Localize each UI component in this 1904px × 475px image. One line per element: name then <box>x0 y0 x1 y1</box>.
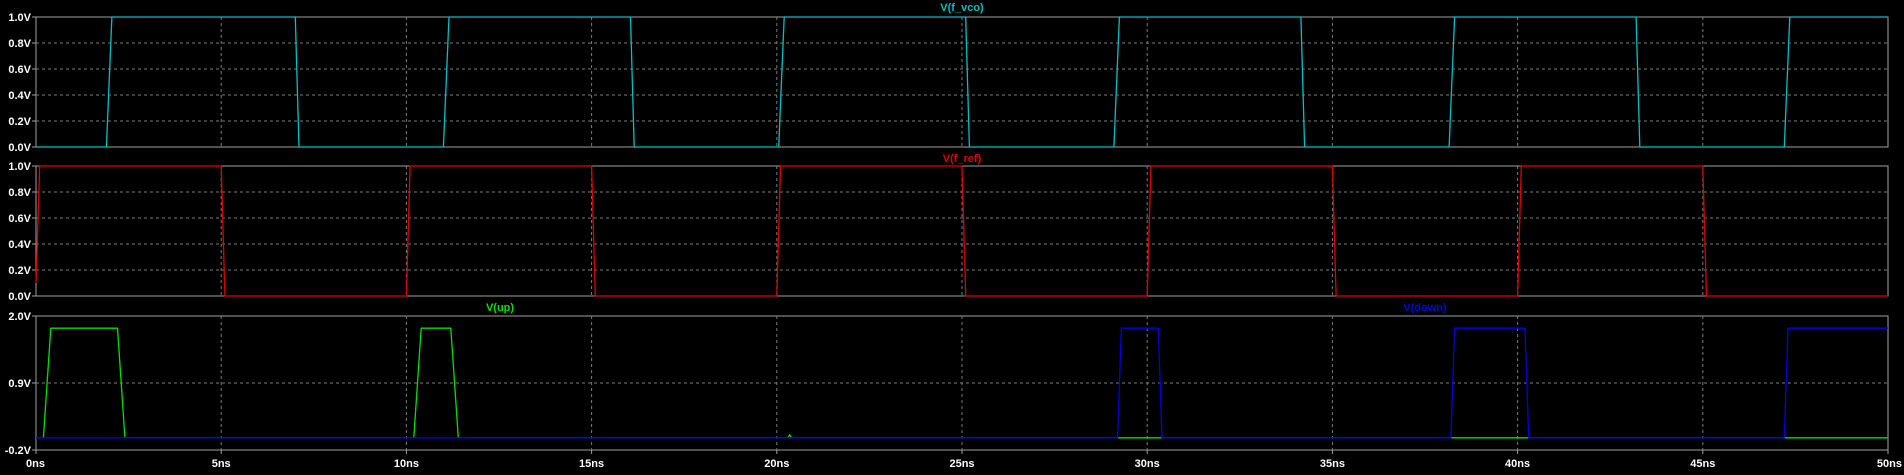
y-tick-label: 0.2V <box>8 116 31 128</box>
y-tick-label: 0.8V <box>8 38 31 50</box>
y-tick-label: 0.6V <box>8 213 31 225</box>
y-tick-label: -0.2V <box>5 445 32 457</box>
y-tick-label: 0.2V <box>8 265 31 277</box>
x-tick-label: 40ns <box>1505 458 1530 470</box>
x-tick-label: 15ns <box>579 458 604 470</box>
y-tick-label: 0.0V <box>8 142 31 154</box>
x-tick-label: 5ns <box>212 458 231 470</box>
y-tick-label: 1.0V <box>8 161 31 173</box>
y-tick-label: 0.6V <box>8 64 31 76</box>
trace-title-v-up[interactable]: V(up) <box>486 302 514 314</box>
trace-v-f-vco[interactable] <box>36 16 1888 148</box>
trace-v-f-ref[interactable] <box>35 165 1888 297</box>
x-tick-label: 50ns <box>1877 458 1902 470</box>
x-tick-label: 20ns <box>764 458 789 470</box>
y-tick-label: 1.0V <box>8 12 31 24</box>
y-tick-label: 0.8V <box>8 187 31 199</box>
x-tick-label: 45ns <box>1690 458 1715 470</box>
trace-v-down[interactable] <box>36 327 1888 439</box>
time-axis: 0ns 5ns 10ns 15ns 20ns 25ns 30ns 35ns 40ns 45ns 50… <box>26 450 1902 470</box>
y-tick-label: 0.0V <box>8 291 31 303</box>
pane-up-down[interactable]: -0.2V 0.9V 2.0V V(up) V(down) <box>5 302 1889 457</box>
x-tick-label: 25ns <box>949 458 974 470</box>
y-tick-label: 0.4V <box>8 239 31 251</box>
x-tick-label: 35ns <box>1320 458 1345 470</box>
trace-title-v-f-vco[interactable]: V(f_vco) <box>940 2 984 14</box>
x-tick-label: 30ns <box>1135 458 1160 470</box>
pane-f-ref[interactable]: 0.0V 0.2V 0.4V 0.6V 0.8V 1.0V V(f_ref) <box>8 153 1889 303</box>
trace-title-v-down[interactable]: V(down) <box>1403 302 1447 314</box>
trace-title-v-f-ref[interactable]: V(f_ref) <box>943 153 982 165</box>
y-tick-label: 2.0V <box>8 311 31 323</box>
x-tick-label: 10ns <box>394 458 419 470</box>
x-tick-label: 0ns <box>26 458 45 470</box>
y-tick-label: 0.9V <box>8 378 31 390</box>
pane-f-vco[interactable]: 0.0V 0.2V 0.4V 0.6V 0.8V 1.0V V(f_vco) <box>8 2 1889 154</box>
y-tick-label: 0.4V <box>8 90 31 102</box>
